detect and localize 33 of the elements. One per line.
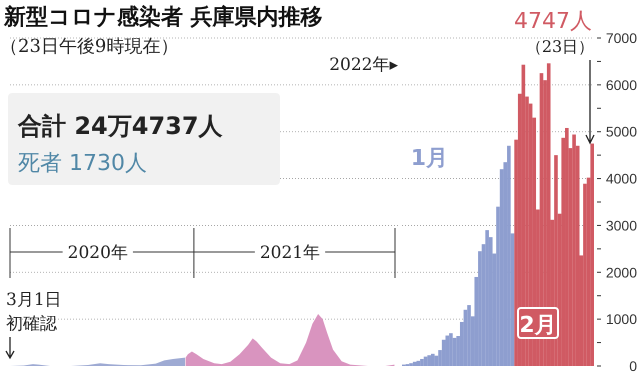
bar xyxy=(445,336,450,366)
bar xyxy=(409,363,413,366)
chart-title: 新型コロナ感染者 兵庫県内推移 xyxy=(3,4,323,30)
bar xyxy=(420,358,424,366)
bar xyxy=(590,144,594,366)
bar xyxy=(442,340,446,366)
annotation: 死者 1730人 xyxy=(18,151,147,176)
y-tick-label: 4000 xyxy=(606,170,638,187)
x-tick-label: 2020年 xyxy=(68,243,128,263)
annotation: 初確認 xyxy=(6,314,57,334)
bar xyxy=(430,354,435,366)
y-tick-label: 1000 xyxy=(606,311,638,328)
bar xyxy=(412,362,416,366)
bar xyxy=(572,134,576,366)
y-tick-label: 6000 xyxy=(606,76,638,93)
annotation: 2月 xyxy=(519,313,557,338)
annotation: 3月1日 xyxy=(6,290,62,310)
y-tick-label: 7000 xyxy=(606,30,638,46)
x-tick-label: 2021年 xyxy=(260,243,320,263)
bar xyxy=(565,128,569,366)
y-tick-label: 0 xyxy=(629,358,638,374)
y-tick-label: 2000 xyxy=(606,264,638,280)
annotation: 2022年▸ xyxy=(329,55,398,75)
bar xyxy=(507,146,511,366)
bar xyxy=(424,356,428,366)
bar xyxy=(416,360,420,366)
text: 4747人 xyxy=(514,9,592,34)
annotation: （23日） xyxy=(526,37,594,56)
annotation: 1月 xyxy=(410,146,448,171)
annotation: 合計 24万4737人 xyxy=(17,112,224,140)
y-tick-label: 3000 xyxy=(606,217,638,234)
y-tick-label: 5000 xyxy=(606,124,638,140)
chart-subtitle: （23日午後9時現在） xyxy=(0,36,178,57)
